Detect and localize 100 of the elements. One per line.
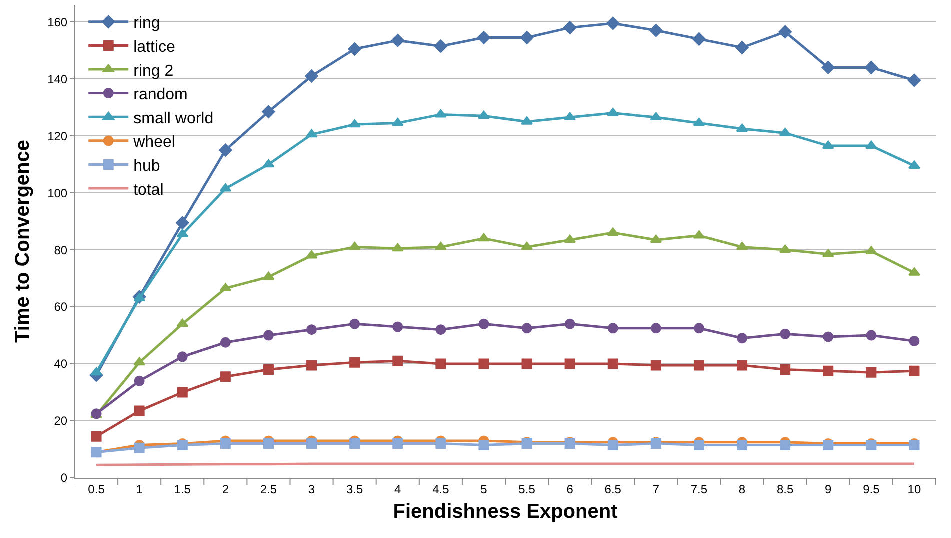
- point: [778, 25, 792, 39]
- point: [909, 366, 920, 376]
- y-tick-label: 120: [48, 129, 68, 144]
- point: [434, 109, 447, 118]
- y-tick-label: 100: [48, 186, 68, 200]
- point: [737, 440, 748, 450]
- point: [306, 324, 318, 336]
- point: [134, 442, 145, 454]
- x-tick-label: 8: [738, 482, 746, 496]
- y-tick-label: 80: [54, 243, 68, 258]
- point: [263, 364, 274, 375]
- x-tick-label: 4.5: [432, 482, 450, 496]
- point: [692, 32, 706, 46]
- point: [348, 42, 362, 56]
- x-tick-label: 3.5: [346, 482, 364, 496]
- point: [564, 358, 576, 370]
- point: [478, 318, 490, 330]
- point: [478, 358, 490, 370]
- point: [736, 242, 748, 250]
- point: [392, 243, 404, 252]
- point: [436, 438, 446, 450]
- point: [220, 337, 231, 348]
- legend-label: total: [134, 182, 164, 199]
- point: [522, 358, 532, 370]
- x-tick-label: 6: [566, 482, 574, 496]
- x-tick-label: 4: [394, 482, 402, 496]
- point: [306, 129, 318, 138]
- point: [176, 318, 189, 328]
- y-tick-label: 20: [54, 414, 68, 428]
- point: [564, 318, 576, 330]
- point: [436, 324, 446, 336]
- point: [608, 323, 618, 334]
- y-axis-title: Time to Convergence: [12, 140, 34, 344]
- x-tick-label: 2.5: [260, 482, 278, 496]
- point: [650, 234, 662, 244]
- x-tick-label: 1.5: [174, 482, 192, 496]
- point: [350, 438, 360, 450]
- point: [737, 360, 748, 371]
- x-axis-title: Fiendishness Exponent: [393, 500, 618, 523]
- point: [521, 116, 533, 125]
- point: [176, 216, 190, 230]
- y-tick-label: 60: [54, 300, 68, 314]
- point: [822, 61, 835, 74]
- point: [263, 330, 274, 341]
- x-tick-label: 5: [480, 482, 488, 496]
- point: [865, 140, 878, 150]
- point: [864, 61, 878, 74]
- point: [305, 70, 318, 83]
- point: [694, 323, 704, 334]
- point: [822, 140, 834, 150]
- legend-label: random: [134, 86, 188, 104]
- point: [220, 283, 232, 292]
- point: [608, 440, 618, 450]
- point: [348, 242, 361, 250]
- x-tick-label: 0.5: [88, 482, 106, 496]
- x-tick-label: 6.5: [604, 482, 622, 496]
- point: [866, 330, 877, 341]
- point: [650, 360, 662, 371]
- point: [608, 358, 618, 370]
- y-tick-label: 140: [48, 72, 68, 86]
- point: [694, 440, 704, 450]
- legend-label: ring 2: [134, 62, 174, 80]
- point: [391, 34, 404, 48]
- point: [779, 128, 792, 136]
- point: [478, 110, 490, 120]
- point: [91, 431, 102, 442]
- legend-label: lattice: [134, 38, 176, 56]
- point: [477, 31, 491, 44]
- point: [306, 438, 318, 450]
- point: [90, 367, 102, 376]
- point: [650, 323, 662, 334]
- point: [134, 376, 145, 386]
- x-tick-label: 7.5: [690, 482, 708, 496]
- point: [780, 364, 791, 375]
- point: [306, 360, 318, 371]
- point: [520, 31, 534, 44]
- point: [177, 352, 188, 362]
- y-tick-label: 40: [54, 357, 68, 372]
- legend-label: hub: [134, 158, 160, 175]
- point: [262, 272, 275, 280]
- point: [522, 323, 532, 334]
- x-tick-label: 7: [652, 482, 660, 496]
- point: [220, 372, 231, 382]
- point: [780, 440, 791, 450]
- legend-label: ring: [134, 15, 160, 32]
- x-tick-label: 2: [222, 482, 230, 496]
- point: [220, 438, 231, 450]
- point: [563, 21, 577, 34]
- point: [823, 366, 834, 376]
- point: [908, 74, 922, 88]
- point: [392, 322, 404, 332]
- point: [564, 234, 576, 244]
- point: [263, 438, 274, 450]
- point: [134, 357, 146, 366]
- point: [606, 16, 620, 30]
- point: [736, 41, 749, 54]
- x-tick-label: 5.5: [518, 482, 536, 496]
- point: [262, 159, 275, 168]
- point: [650, 112, 662, 121]
- point: [392, 438, 404, 450]
